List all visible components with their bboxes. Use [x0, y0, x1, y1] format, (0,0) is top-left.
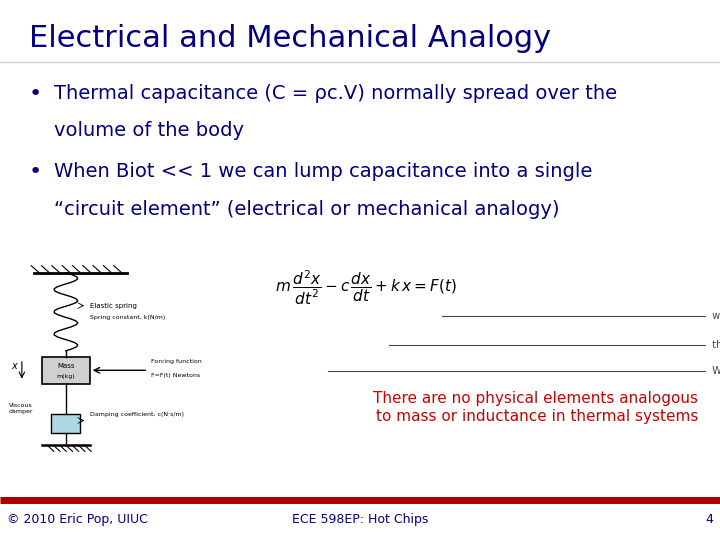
- Bar: [51, 414, 81, 433]
- Text: •: •: [29, 84, 42, 104]
- Text: •: •: [29, 162, 42, 182]
- Text: When Biot << 1 we can lump capacitance into a single: When Biot << 1 we can lump capacitance i…: [54, 162, 593, 181]
- Bar: [42, 357, 90, 383]
- Text: $m\,\dfrac{d^2x}{dt^2} - c\,\dfrac{dx}{dt} + k\,x = F(t)$: $m\,\dfrac{d^2x}{dt^2} - c\,\dfrac{dx}{d…: [275, 269, 456, 307]
- Text: © 2010 Eric Pop, UIUC: © 2010 Eric Pop, UIUC: [7, 513, 148, 526]
- Text: where k is analogous to 1/C or to hA: where k is analogous to 1/C or to hA: [706, 311, 720, 321]
- Text: What is the mass analogous to?: What is the mass analogous to?: [706, 366, 720, 376]
- Text: x: x: [12, 361, 17, 372]
- Text: Spring constant, k(N/m): Spring constant, k(N/m): [90, 315, 165, 320]
- Text: Electrical and Mechanical Analogy: Electrical and Mechanical Analogy: [29, 24, 551, 53]
- Text: F=F(t) Newtons: F=F(t) Newtons: [151, 374, 200, 379]
- Text: Thermal capacitance (C = ρc.V) normally spread over the: Thermal capacitance (C = ρc.V) normally …: [54, 84, 617, 103]
- Text: Damping coefficient, c(N⋅s/m): Damping coefficient, c(N⋅s/m): [90, 413, 184, 417]
- Text: There are no physical elements analogous
to mass or inductance in thermal system: There are no physical elements analogous…: [374, 392, 698, 424]
- Text: volume of the body: volume of the body: [54, 122, 244, 140]
- Text: “circuit element” (electrical or mechanical analogy): “circuit element” (electrical or mechani…: [54, 200, 559, 219]
- Text: Viscous
damper: Viscous damper: [9, 403, 33, 414]
- Text: the damping coefficient is analogous to R or to ρc.V: the damping coefficient is analogous to …: [706, 340, 720, 350]
- Text: Forcing function: Forcing function: [151, 359, 202, 364]
- Text: ECE 598EP: Hot Chips: ECE 598EP: Hot Chips: [292, 513, 428, 526]
- Text: Elastic spring: Elastic spring: [90, 302, 137, 309]
- Text: 4: 4: [705, 513, 713, 526]
- Text: m(kg): m(kg): [56, 374, 75, 380]
- Text: Mass: Mass: [57, 363, 75, 369]
